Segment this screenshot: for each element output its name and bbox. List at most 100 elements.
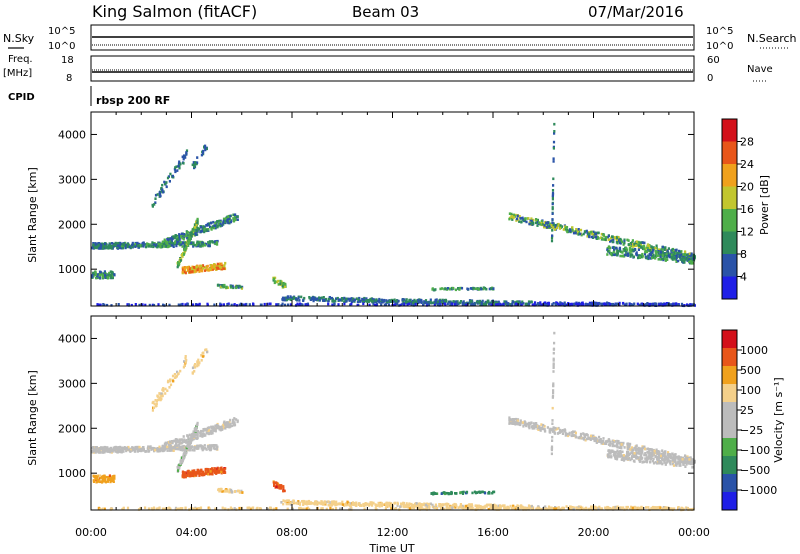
scatter-cell [197, 430, 200, 433]
scatter-cell [352, 299, 355, 303]
scatter-cell [617, 440, 620, 443]
scatter-cell [106, 276, 109, 279]
scatter-cell [657, 258, 660, 261]
scatter-cell [630, 244, 633, 248]
scatter-cell [125, 446, 128, 450]
scatter-cell [556, 427, 559, 431]
scatter-cell [182, 444, 185, 448]
scatter-cell [405, 504, 408, 507]
scatter-cell [127, 445, 130, 449]
scatter-cell [438, 304, 441, 307]
scatter-cell [207, 244, 210, 247]
scatter-cell [180, 445, 183, 449]
scatter-cell [442, 491, 445, 494]
scatter-cell [537, 428, 540, 431]
scatter-cell [200, 429, 203, 433]
scatter-cell [618, 247, 622, 251]
scatter-cell [177, 262, 180, 266]
scatter-cell [652, 253, 655, 257]
scatter-cell [193, 469, 196, 472]
scatter-cell [169, 383, 173, 387]
scatter-cell [198, 302, 201, 306]
scatter-cell [205, 147, 208, 151]
scatter-cell [359, 300, 362, 303]
scatter-cell [285, 502, 288, 506]
scatter-cell [655, 449, 658, 453]
scatter-cell [515, 217, 518, 221]
scatter-cell [230, 424, 234, 428]
scatter-cell [459, 504, 463, 507]
scatter-cell [463, 506, 467, 509]
scatter-cell [377, 300, 380, 303]
colorbar-segment [722, 164, 737, 187]
date-title: 07/Mar/2016 [588, 3, 684, 21]
scatter-cell [171, 374, 175, 378]
scatter-cell [387, 504, 390, 507]
scatter-cell [574, 230, 577, 233]
scatter-cell [672, 253, 675, 257]
scatter-cell [209, 448, 212, 452]
scatter-cell [97, 243, 100, 247]
scatter-cell [109, 480, 112, 484]
scatter-cell [189, 474, 192, 478]
colorbar-tick-label: 4 [740, 271, 747, 284]
scatter-cell [513, 506, 516, 509]
scatter-cell [198, 474, 201, 477]
scatter-cell [183, 440, 186, 443]
scatter-cell [149, 445, 152, 448]
scatter-cell [598, 440, 601, 443]
scatter-cell [452, 503, 455, 507]
scatter-cell [114, 446, 118, 449]
scatter-cell [106, 480, 109, 483]
scatter-cell [196, 447, 199, 450]
scatter-cell [602, 437, 605, 440]
scatter-cell [141, 303, 144, 306]
scatter-cell [671, 258, 674, 261]
scatter-cell [112, 475, 115, 478]
scatter-cell [595, 437, 598, 441]
scatter-cell [557, 426, 560, 430]
colorbar-segment [722, 254, 737, 277]
scatter-cell [615, 445, 618, 448]
scatter-cell [610, 239, 613, 242]
scatter-cell [174, 445, 177, 448]
scatter-cell [459, 491, 462, 494]
scatter-cell [302, 501, 306, 505]
scatter-cell [632, 448, 635, 452]
scatter-cell [516, 300, 519, 303]
scatter-cell [628, 246, 631, 250]
scatter-cell [495, 303, 498, 306]
scatter-cell [114, 241, 117, 245]
scatter-cell [675, 260, 678, 263]
scatter-cell [99, 478, 102, 482]
scatter-cell [201, 435, 204, 438]
scatter-cell [618, 241, 622, 244]
colorbar-segment [722, 141, 737, 164]
scatter-cell [629, 448, 632, 451]
scatter-cell [195, 223, 198, 227]
scatter-cell [475, 491, 478, 494]
scatter-cell [154, 399, 157, 402]
scatter-cell [282, 489, 285, 493]
scatter-cell [194, 363, 197, 366]
scatter-cell [104, 271, 107, 275]
scatter-cell [420, 301, 423, 304]
scatter-cell [200, 264, 203, 268]
scatter-cell [671, 255, 674, 259]
scatter-cell [235, 215, 238, 218]
scatter-cell [207, 469, 210, 472]
scatter-cell [589, 303, 592, 306]
scatter-cell [233, 217, 236, 220]
scatter-cell [181, 460, 184, 464]
scatter-cell [95, 477, 98, 480]
scatter-cell [390, 298, 393, 302]
scatter-cell [551, 212, 554, 215]
scatter-cell [337, 298, 341, 302]
scatter-cell [155, 402, 158, 405]
scatter-cell [185, 441, 188, 444]
scatter-cell [520, 504, 523, 508]
scatter-cell [647, 256, 650, 260]
scatter-cell [631, 239, 634, 242]
scatter-cell [153, 448, 157, 452]
scatter-cell [616, 251, 619, 255]
